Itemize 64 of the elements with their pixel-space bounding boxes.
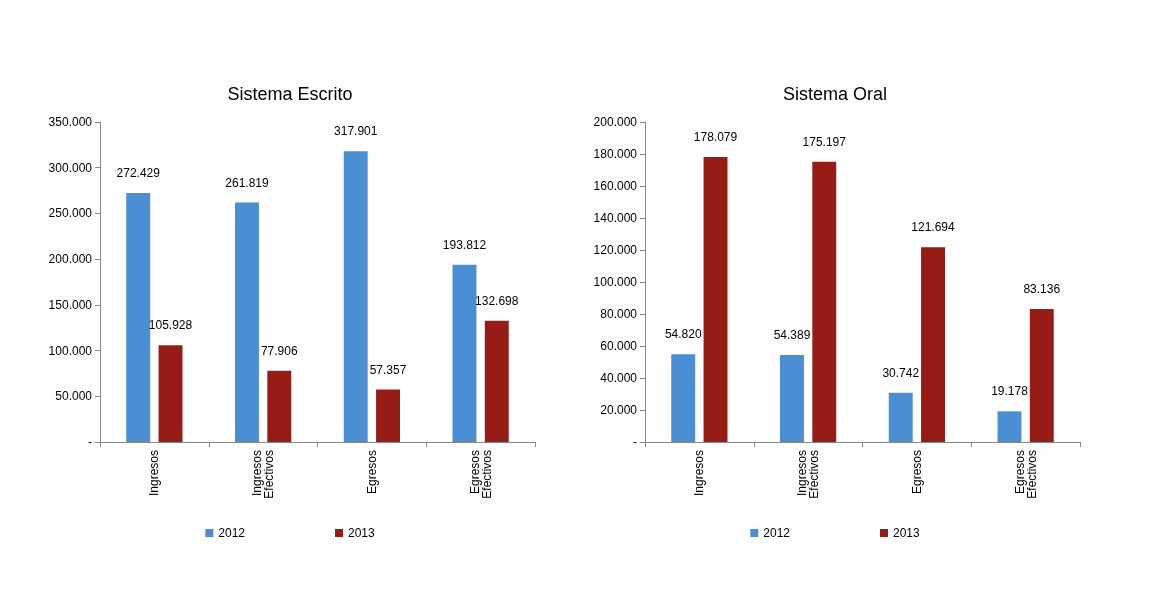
data-label: 30.742 (882, 365, 920, 380)
bar (484, 320, 509, 442)
bar (126, 192, 151, 442)
data-label: 19.178 (991, 384, 1029, 399)
bar (343, 151, 368, 442)
data-label: 132.698 (475, 293, 519, 308)
y-tick-label: 100.000 (48, 343, 93, 358)
legend-label: 2013 (348, 526, 376, 540)
bar (235, 202, 259, 442)
data-label: 317.901 (334, 124, 378, 139)
data-label: 193.812 (442, 237, 487, 252)
bar (780, 354, 804, 442)
legend-label: 2012 (763, 526, 791, 540)
y-tick-label: - (633, 435, 637, 449)
y-tick-label: 80.000 (600, 307, 638, 321)
bar (812, 161, 837, 442)
chart-title: Sistema Escrito (227, 84, 353, 104)
x-tick-label: Ingresos Efectivos (795, 450, 822, 499)
data-label: 178.079 (693, 130, 738, 145)
data-label: 175.197 (802, 134, 847, 149)
y-tick-label: 250.000 (48, 206, 93, 221)
y-tick-label: 140.000 (593, 211, 638, 225)
y-tick-label: 160.000 (593, 179, 638, 193)
y-tick-label: 40.000 (600, 371, 638, 385)
bar (921, 247, 945, 442)
bar (1029, 308, 1054, 442)
chart-title: Sistema Oral (782, 84, 888, 104)
legend-label: 2012 (218, 526, 246, 540)
bar (267, 370, 292, 442)
y-tick-label: 300.000 (48, 160, 93, 175)
data-label: 57.357 (369, 362, 407, 377)
y-tick-label: 200.000 (593, 115, 638, 129)
x-tick-label: Ingresos (692, 450, 707, 497)
y-tick-label: 100.000 (593, 275, 638, 289)
data-label: 54.820 (664, 327, 702, 342)
bar (997, 411, 1022, 442)
data-label: 261.819 (225, 175, 269, 190)
data-label: 77.906 (260, 343, 298, 358)
y-tick-label: - (88, 435, 92, 449)
x-tick-label: Egresos Efectivos (1012, 450, 1039, 499)
data-label: 54.389 (773, 327, 811, 342)
x-tick-label: Ingresos Efectivos (250, 450, 277, 499)
bar (376, 389, 400, 442)
bar (158, 345, 183, 442)
bar (888, 392, 913, 442)
x-tick-label: Ingresos (147, 450, 162, 497)
bar (671, 354, 696, 442)
bar (703, 157, 728, 442)
y-tick-label: 200.000 (48, 252, 93, 267)
y-tick-label: 150.000 (48, 297, 93, 312)
y-tick-label: 350.000 (48, 115, 93, 129)
y-tick-label: 20.000 (600, 403, 638, 417)
bar (452, 264, 477, 442)
y-tick-label: 180.000 (593, 147, 638, 161)
data-label: 272.429 (116, 165, 161, 180)
x-tick-label: Egresos Efectivos (467, 450, 494, 499)
y-tick-label: 120.000 (593, 243, 638, 257)
legend-label: 2013 (893, 526, 921, 540)
data-label: 83.136 (1023, 281, 1061, 296)
x-tick-label: Egresos (909, 450, 924, 495)
y-tick-label: 60.000 (600, 339, 638, 353)
y-tick-label: 50.000 (55, 389, 93, 404)
x-tick-label: Egresos (364, 450, 379, 495)
data-label: 121.694 (911, 220, 956, 235)
